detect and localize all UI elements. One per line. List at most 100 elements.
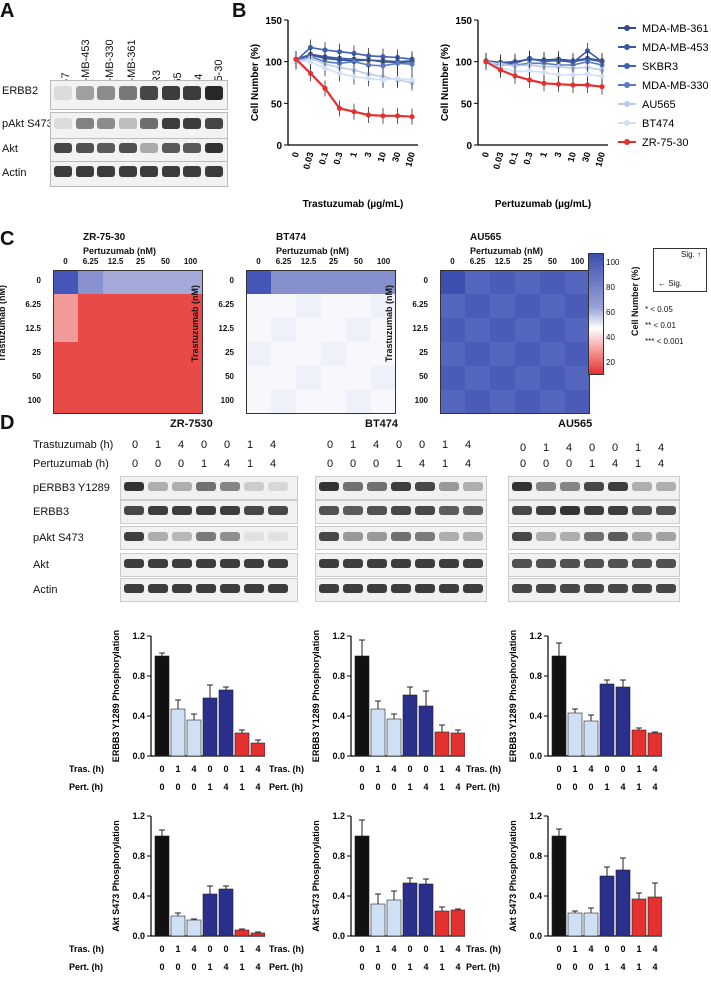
col-tick-label: 100 [376,257,391,266]
blot-band [560,482,580,491]
pert-value: 4 [419,458,426,470]
col-tick-label: 6.25 [82,257,99,266]
data-point [351,59,357,65]
blot-band [54,166,72,177]
heatmap-cell [128,270,153,294]
heatmap-cell [565,366,590,390]
tras-value: 1 [442,439,449,451]
blot-row-label: pAkt S473 [2,118,53,130]
data-point [322,85,328,91]
blot-band [632,559,652,568]
blot-band [608,506,628,515]
heatmap-cell [321,294,346,318]
row-tick-label: 100 [27,396,41,405]
heatmap-cell [78,318,103,342]
blot-band [172,559,192,568]
legend-marker [624,25,630,31]
heatmap-cell [440,366,465,390]
blot-band [148,482,168,491]
blot-band [536,506,556,515]
heatmap-cell [465,390,490,414]
blot-band [220,532,240,541]
heatmap-cell [153,294,178,318]
bar-pert-value: 0 [375,782,380,792]
blot-band [161,166,180,177]
blot-band [415,482,435,491]
bar-pert-value: 0 [375,962,380,972]
heatmap-cell [103,270,128,294]
bar [170,915,186,937]
bar-tras-value: 1 [439,764,444,774]
blot-band [656,482,676,491]
col-tick-label: 25 [136,257,145,266]
data-point [555,81,562,87]
bar-tras-value: 0 [207,944,212,954]
tras-value: 0 [520,442,527,454]
bar-pert-value: 1 [239,782,244,792]
bar-pert-value: 0 [359,782,364,792]
data-point [599,84,605,90]
blot-band [148,559,168,568]
pert-value: 0 [373,458,380,470]
y-tick-label: 100 [265,58,282,69]
bar-chart: 0.0 0.4 0.8 1.2 ERBB3 Y1289 Phosphorylation T… [269,630,465,792]
blot-row-label: Akt [33,559,49,571]
blot-band [75,86,94,100]
heatmap-cell [371,270,396,294]
row-tick-label: 0 [36,276,41,285]
data-point [351,50,357,56]
pert-value: 1 [635,458,642,470]
blot-band [244,506,264,515]
blot-band [439,584,459,593]
pert-row-label: Pertuzumab (h) [33,458,109,470]
blot-band [439,532,459,541]
blot-band [140,166,158,177]
x-tick-label: 0.3 [522,151,535,166]
bar-tras-value: 0 [159,764,164,774]
color-scale-label: Cell Number (%) [630,266,640,336]
blot-band [536,532,556,541]
data-point [365,53,372,59]
heatmap-cell [296,390,321,414]
pert-value: 0 [132,458,139,470]
row-tick-label: 50 [419,372,428,381]
data-point [394,75,401,81]
bar [599,875,615,937]
blot-band [367,482,387,491]
blot-band [415,532,435,541]
x-tick-label: 10 [376,151,388,163]
heatmap-cell [103,294,128,318]
legend-label: BT474 [642,118,674,130]
row-tick-label: 25 [32,348,41,357]
heatmap-cell [565,342,590,366]
tras-value: 0 [327,439,334,451]
x-axis-label: Pertuzumab (µg/mL) [495,199,591,210]
blot-row-label: Akt [2,143,18,155]
blot-band [148,532,168,541]
bar [250,742,265,757]
x-tick-label: 0.3 [332,151,345,166]
pert-value: 4 [658,458,665,470]
color-scale-tick: 100 [606,258,620,267]
blot-band [391,532,411,541]
heatmap-cell [346,318,371,342]
heatmap-cell [78,270,103,294]
bar-pert-value: 0 [556,962,561,972]
heatmap-cell [53,294,78,318]
bar-tras-value: 4 [391,944,396,954]
bar-tras-value: 4 [652,764,657,774]
blot-band [463,506,483,515]
blot-band [319,532,339,541]
heatmap-cell [565,318,590,342]
heatmap-cell [246,390,271,414]
blot-band [439,482,459,491]
heatmap-cell [296,318,321,342]
color-scale-bar [588,253,604,375]
row-tick-label: 100 [414,396,428,405]
bar-tras-label: Tras. (h) [466,944,501,954]
data-point [394,113,401,119]
heatmap-cell [53,318,78,342]
pert-value: 1 [442,458,449,470]
blot-band [268,559,288,568]
